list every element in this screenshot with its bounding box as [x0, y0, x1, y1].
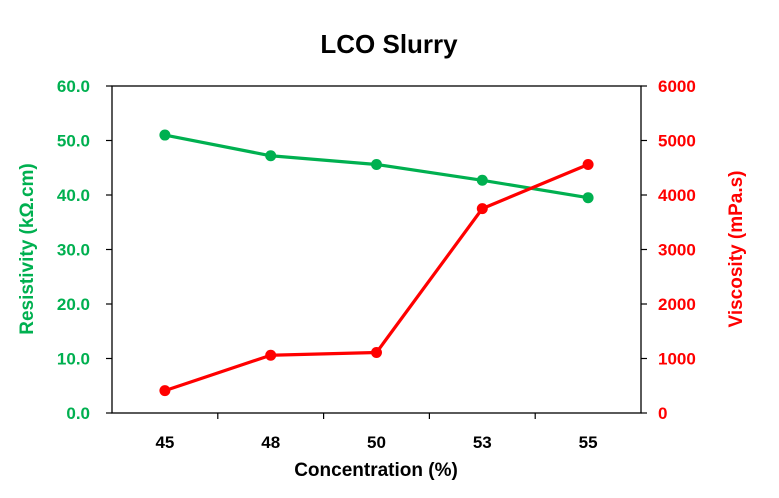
right-y-tick-label: 0: [658, 404, 667, 423]
resistivity-data-point: [582, 192, 594, 204]
right-y-axis-title: Viscosity (mPa.s): [726, 170, 747, 327]
left-y-axis-ticks: 0.0 10.0 20.0 30.0 40.0 50.0 60.0: [57, 77, 112, 423]
viscosity-data-point: [159, 385, 171, 397]
right-y-tick-label: 3000: [658, 241, 696, 260]
left-y-tick-label: 20.0: [57, 295, 90, 314]
resistivity-data-point: [476, 174, 488, 186]
resistivity-data-point: [371, 158, 382, 170]
left-y-axis-title: Resistivity (kΩ.cm): [17, 163, 38, 335]
right-y-axis-ticks: 0 1000 2000 3000 4000 5000 6000: [641, 77, 696, 423]
right-y-tick-label: 2000: [658, 295, 696, 314]
right-y-tick-label: 4000: [658, 186, 696, 205]
x-tick-label: 53: [473, 433, 492, 452]
left-y-tick-label: 40.0: [57, 186, 90, 205]
left-y-tick-label: 0.0: [66, 404, 90, 423]
right-y-tick-label: 5000: [658, 132, 696, 151]
x-axis-title: Concentration (%): [294, 460, 458, 481]
viscosity-data-point: [265, 349, 277, 361]
viscosity-data-point: [371, 347, 382, 359]
x-tick-label: 55: [579, 433, 598, 452]
viscosity-data-point: [476, 203, 488, 215]
right-y-tick-label: 1000: [658, 350, 696, 369]
x-tick-label: 45: [155, 433, 174, 452]
left-y-tick-label: 10.0: [57, 350, 90, 369]
series-layer: [159, 129, 594, 397]
x-tick-label: 50: [367, 433, 386, 452]
viscosity-data-point: [582, 158, 594, 170]
resistivity-data-point: [159, 129, 171, 141]
right-y-tick-label: 6000: [658, 77, 696, 96]
x-tick-label: 48: [261, 433, 280, 452]
resistivity-data-point: [265, 150, 277, 162]
left-y-tick-label: 60.0: [57, 77, 90, 96]
x-axis-ticks: 45 48 50 53 55: [155, 413, 598, 452]
left-y-tick-label: 50.0: [57, 132, 90, 151]
plot-area: [111, 85, 642, 414]
chart-title: LCO Slurry: [320, 29, 458, 59]
left-y-tick-label: 30.0: [57, 241, 90, 260]
